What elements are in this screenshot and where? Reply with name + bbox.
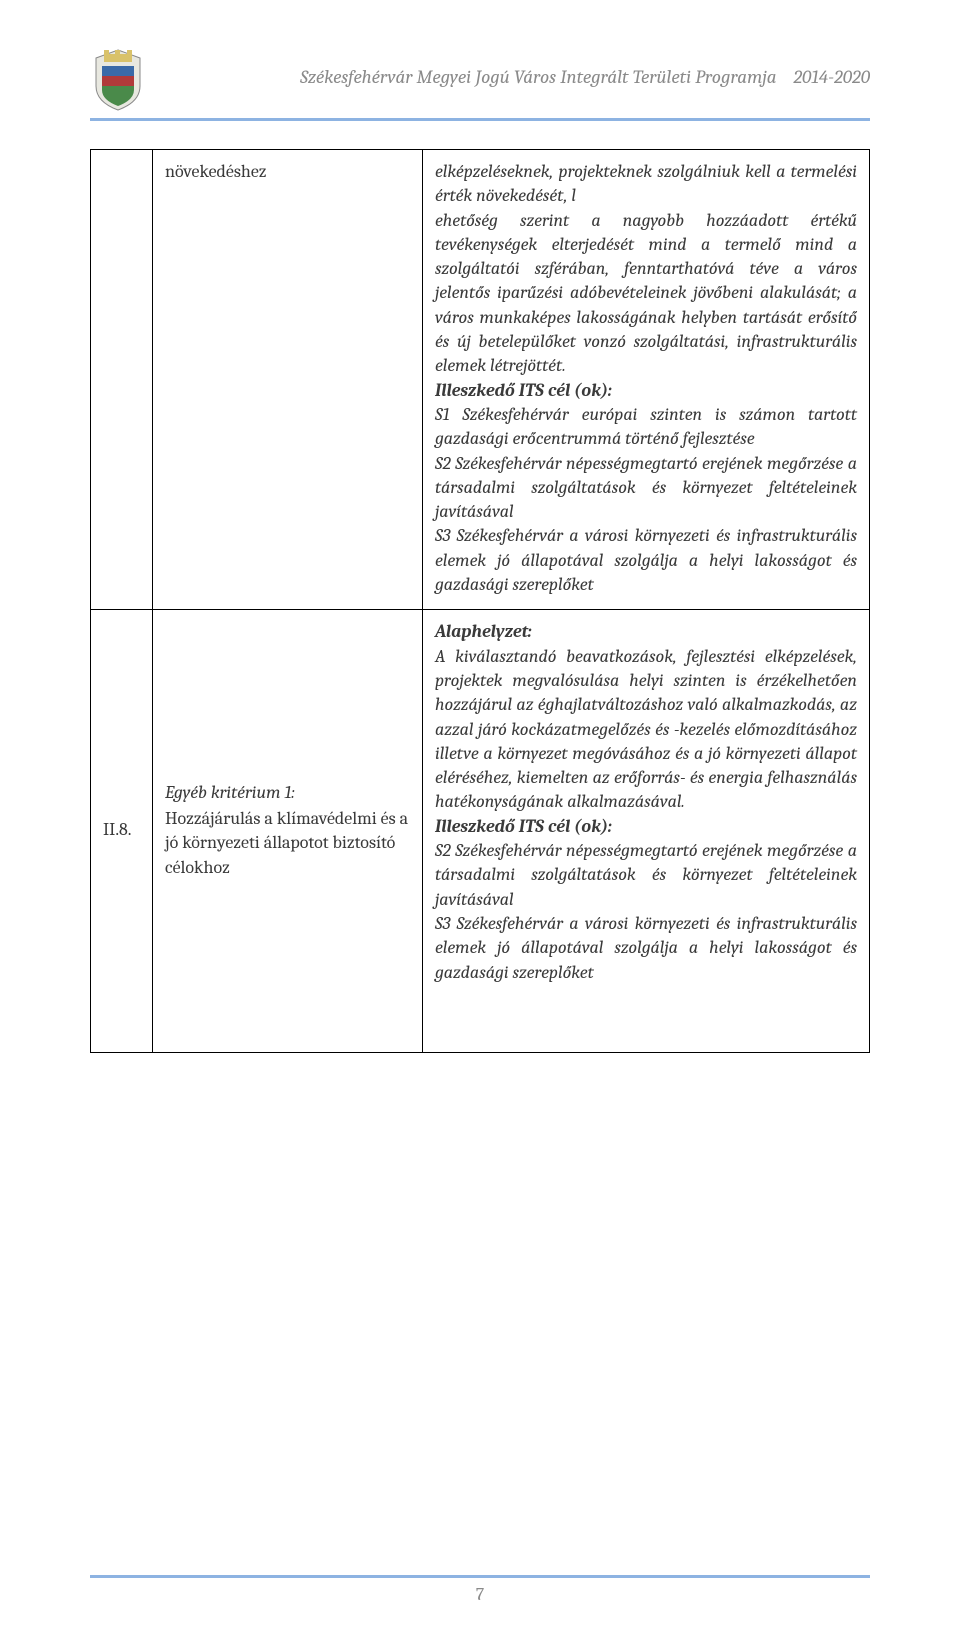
page-header: Székesfehérvár Megyei Jogú Város Integrá… [90, 48, 870, 112]
header-rule [90, 118, 870, 121]
page-number: 7 [90, 1584, 870, 1605]
content-paragraph: S2 Székesfehérvár népességmegtartó erejé… [435, 452, 857, 525]
content-paragraph: S1 Székesfehérvár európai szinten is szá… [435, 403, 857, 452]
content-paragraph: ehetőség szerint a nagyobb hozzáadott ér… [435, 209, 857, 379]
criteria-table: növekedéshez elképzeléseknek, projektekne… [90, 149, 870, 1053]
content-paragraph: S2 Székesfehérvár népességmegtartó erejé… [435, 839, 857, 912]
row-id-text: II.8. [103, 818, 140, 842]
criteria-title: növekedéshez [165, 160, 410, 184]
section-heading: Illeszkedő ITS cél (ok): [435, 379, 857, 403]
content-cell: elképzeléseknek, projekteknek szolgálniu… [423, 150, 870, 610]
content-paragraph: A kiválasztandó beavatkozások, fejleszté… [435, 645, 857, 815]
criteria-cell: Egyéb kritérium 1:Hozzájárulás a klímavé… [153, 610, 423, 1053]
header-years: 2014-2020 [793, 66, 870, 88]
criteria-title: Hozzájárulás a klímavédelmi és a jó körn… [165, 807, 410, 880]
city-crest-icon [90, 48, 146, 112]
section-heading: Illeszkedő ITS cél (ok): [435, 815, 857, 839]
document-page: Székesfehérvár Megyei Jogú Város Integrá… [0, 0, 960, 1639]
criteria-label: Egyéb kritérium 1: [165, 781, 410, 805]
table-row: II.8. Egyéb kritérium 1:Hozzájárulás a kl… [91, 610, 870, 1053]
content-paragraph: S3 Székesfehérvár a városi környezeti és… [435, 524, 857, 597]
row-id [91, 150, 153, 610]
footer-rule [90, 1575, 870, 1578]
header-title-text: Székesfehérvár Megyei Jogú Város Integrá… [300, 66, 776, 88]
header-title: Székesfehérvár Megyei Jogú Város Integrá… [162, 66, 870, 94]
criteria-cell: növekedéshez [153, 150, 423, 610]
section-heading: Alaphelyzet: [435, 620, 857, 644]
row-id: II.8. [91, 610, 153, 1053]
page-footer: 7 [90, 1575, 870, 1605]
content-paragraph: S3 Székesfehérvár a városi környezeti és… [435, 912, 857, 985]
content-cell: Alaphelyzet:A kiválasztandó beavatkozáso… [423, 610, 870, 1053]
table-row: növekedéshez elképzeléseknek, projektekne… [91, 150, 870, 610]
content-paragraph: elképzeléseknek, projekteknek szolgálniu… [435, 160, 857, 209]
